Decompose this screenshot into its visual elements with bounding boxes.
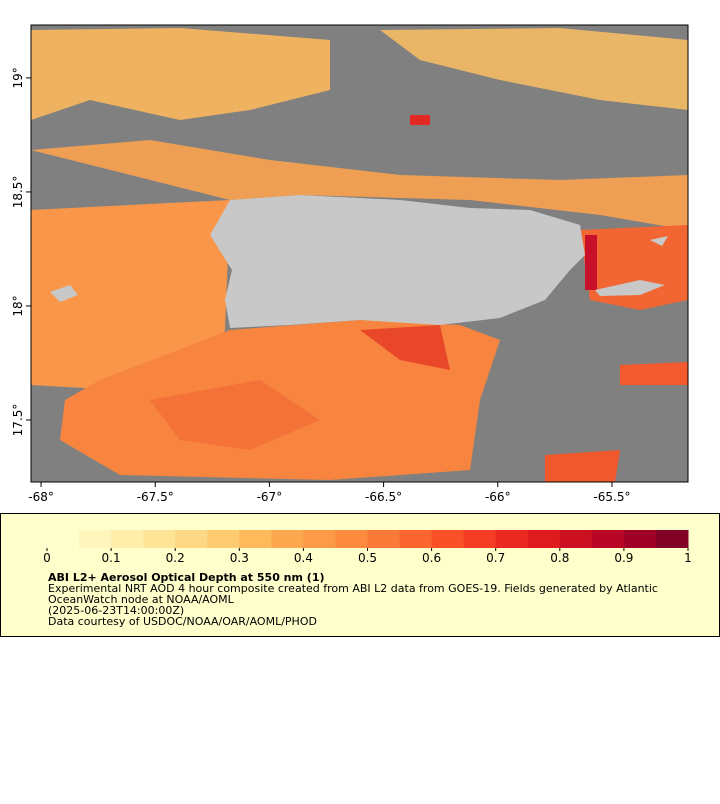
x-tick-label: -66°	[485, 490, 511, 504]
caption-title: ABI L2+ Aerosol Optical Depth at 550 nm …	[48, 571, 325, 584]
caption-line: Data courtesy of USDOC/NOAA/OAR/AOML/PHO…	[48, 615, 317, 628]
colorbar-swatch	[591, 530, 625, 548]
colorbar-tick-label: 0.8	[550, 551, 569, 565]
colorbar-swatch	[431, 530, 465, 548]
colorbar-swatch	[463, 530, 497, 548]
colorbar-swatch	[175, 530, 208, 548]
x-tick-label: -67°	[257, 490, 283, 504]
colorbar-swatch	[207, 530, 240, 548]
colorbar-tick-label: 0.2	[166, 551, 185, 565]
colorbar-swatch	[495, 530, 529, 548]
colorbar-swatch	[303, 530, 336, 548]
map-frame	[30, 24, 689, 483]
colorbar-tick-label: 0.4	[294, 551, 313, 565]
caption-line: (2025-06-23T14:00:00Z)	[48, 604, 184, 617]
colorbar-swatch	[399, 530, 433, 548]
caption-line: OceanWatch node at NOAA/AOML	[48, 593, 235, 606]
colorbar-swatch	[111, 530, 144, 548]
colorbar-tick-label: 0.7	[486, 551, 505, 565]
colorbar-tick-label: 0.3	[230, 551, 249, 565]
colorbar-swatch	[143, 530, 176, 548]
colorbar-tick-label: 0.5	[358, 551, 377, 565]
colorbar-swatch	[79, 530, 112, 548]
colorbar-swatch	[367, 530, 401, 548]
aod-field	[31, 28, 688, 482]
colorbar-swatch	[239, 530, 272, 548]
colorbar-tick-label: 0.1	[102, 551, 121, 565]
y-tick-label: 19°	[11, 67, 25, 88]
colorbar-swatch	[655, 530, 689, 548]
colorbar-tick-label: 0.6	[422, 551, 441, 565]
x-tick-label: -67.5°	[137, 490, 174, 504]
y-tick-label: 18.5°	[11, 176, 25, 209]
colorbar-swatch	[623, 530, 657, 548]
colorbar-swatch	[335, 530, 368, 548]
x-tick-label: -68°	[28, 490, 54, 504]
y-tick-label: 18°	[11, 295, 25, 316]
colorbar-tick-label: 1	[684, 551, 692, 565]
colorbar-tick-label: 0	[43, 551, 51, 565]
x-tick-label: -65.5°	[593, 490, 630, 504]
caption-line: Experimental NRT AOD 4 hour composite cr…	[48, 582, 658, 595]
colorbar-swatch	[559, 530, 593, 548]
y-tick-label: 17.5°	[11, 404, 25, 437]
land	[50, 195, 668, 328]
colorbar-swatch	[47, 530, 80, 548]
colorbar-swatch	[271, 530, 304, 548]
x-tick-label: -66.5°	[365, 490, 402, 504]
colorbar-tick-label: 0.9	[614, 551, 633, 565]
colorbar-swatch	[527, 530, 561, 548]
